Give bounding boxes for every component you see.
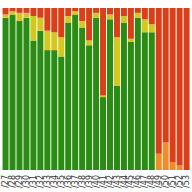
svg-text:/48: /48 — [147, 175, 157, 188]
svg-text:/35: /35 — [56, 175, 66, 188]
svg-text:/31: /31 — [29, 175, 38, 188]
svg-text:/32: /32 — [36, 175, 45, 188]
svg-text:/36: /36 — [63, 175, 73, 188]
svg-text:/42: /42 — [105, 175, 115, 188]
svg-text:/47: /47 — [140, 175, 150, 188]
svg-text:/28: /28 — [8, 175, 18, 188]
svg-text:/44: /44 — [119, 175, 129, 188]
svg-text:/38: /38 — [77, 175, 87, 188]
svg-text:/50: /50 — [161, 175, 171, 188]
svg-text:/33: /33 — [42, 175, 52, 188]
svg-text:/53: /53 — [182, 175, 184, 188]
svg-text:/40: /40 — [91, 175, 101, 188]
svg-text:/46: /46 — [133, 175, 143, 188]
svg-text:/37: /37 — [70, 175, 80, 188]
svg-text:/43: /43 — [112, 175, 122, 188]
svg-text:/30: /30 — [22, 175, 32, 188]
svg-text:/34: /34 — [49, 175, 59, 188]
svg-text:/51: /51 — [168, 175, 178, 188]
svg-text:/49: /49 — [154, 175, 164, 188]
svg-text:/41: /41 — [98, 175, 108, 188]
svg-text:/45: /45 — [126, 175, 136, 188]
svg-text:/39: /39 — [84, 175, 94, 188]
svg-text:/29: /29 — [15, 175, 25, 188]
